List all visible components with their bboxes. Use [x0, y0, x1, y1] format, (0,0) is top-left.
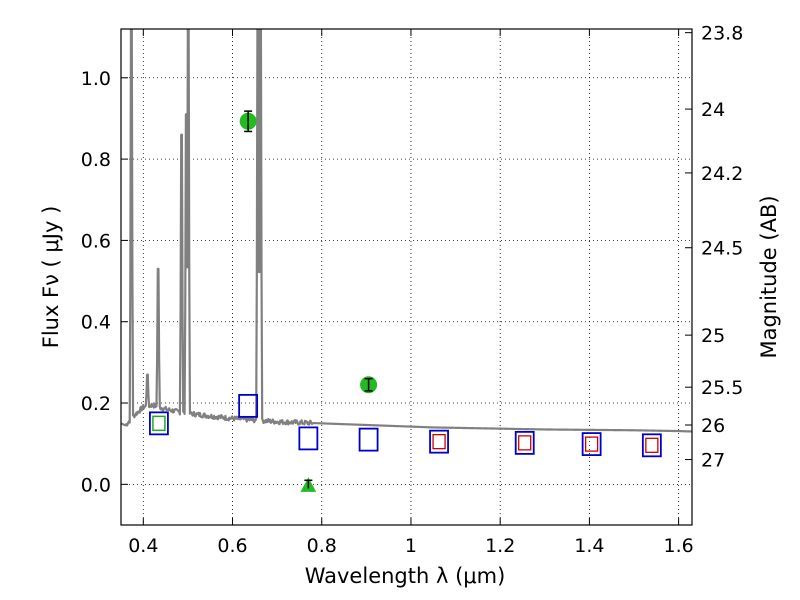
model-photometry-box	[429, 429, 449, 454]
y-tick-label: 0.8	[81, 149, 111, 171]
right-tick-label: 24	[701, 99, 725, 121]
y-tick-label: 0.2	[81, 393, 111, 415]
plot-frame	[120, 28, 693, 526]
grid	[121, 29, 692, 525]
x-tick-label: 0.4	[128, 535, 158, 557]
right-tick-label: 25.5	[701, 377, 743, 399]
x-tick-label: 1	[405, 535, 417, 557]
model-photometry-box	[238, 393, 259, 418]
right-tick-label: 27	[701, 450, 725, 472]
axis-ticks: 0.4 0.6 0.8 1 1.2 1.4 1.6 0.0 0.2 0.4 0.6 0.8 1.0 23.…	[81, 23, 744, 557]
model-photometry-box-inner	[518, 435, 532, 451]
model-spectrum-line	[121, 29, 692, 433]
model-photometry-box-inner	[152, 415, 166, 432]
right-tick-label: 23.8	[701, 23, 743, 45]
x-tick-label: 0.6	[217, 535, 247, 557]
y-axis-label: Flux Fν ( μJy )	[39, 206, 63, 349]
model-photometry-box	[514, 430, 535, 455]
right-tick-label: 24.2	[701, 163, 743, 185]
y-tick-label: 0.6	[81, 230, 111, 252]
x-axis-label: Wavelength λ (μm)	[305, 564, 506, 588]
model-photometry-box	[641, 433, 662, 458]
y-tick-label: 0.4	[81, 312, 111, 334]
model-photometry-box	[358, 427, 379, 452]
model-photometry-box-inner	[584, 436, 599, 452]
y-tick-label: 0.0	[81, 474, 111, 496]
model-photometry-box	[581, 432, 602, 456]
right-tick-label: 25	[701, 325, 725, 347]
model-photometry-box	[298, 426, 319, 451]
right-axis-label: Magnitude (AB)	[757, 195, 781, 358]
x-tick-label: 1.4	[574, 535, 604, 557]
x-tick-label: 0.8	[307, 535, 337, 557]
x-tick-label: 1.2	[485, 535, 515, 557]
model-photometry-box-inner	[645, 437, 659, 453]
model-photometry-box	[149, 411, 169, 436]
x-tick-label: 1.6	[664, 535, 694, 557]
model-photometry-box-inner	[432, 434, 446, 450]
y-tick-label: 1.0	[81, 68, 111, 90]
data-marks	[149, 110, 662, 492]
right-tick-label: 26	[701, 415, 725, 437]
right-tick-label: 24.5	[701, 238, 743, 260]
model-spectrum	[121, 29, 692, 433]
